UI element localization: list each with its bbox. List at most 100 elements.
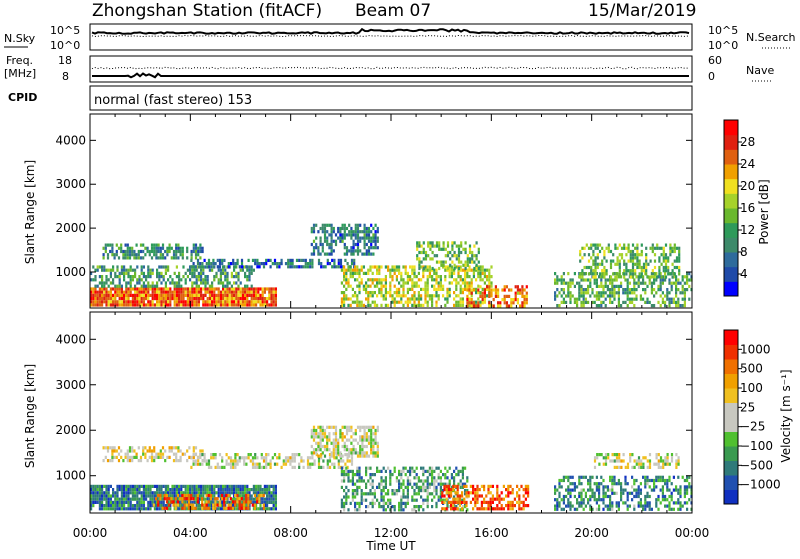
power-cell [347, 285, 349, 288]
velocity-cell [193, 446, 195, 449]
power-cell [672, 247, 674, 250]
velocity-cell [125, 453, 127, 456]
power-cell [620, 282, 622, 285]
velocity-cell [326, 435, 328, 438]
power-cell [486, 294, 488, 297]
velocity-cell [278, 456, 280, 459]
power-cell [585, 301, 587, 304]
power-cell [99, 275, 101, 278]
power-cell [220, 275, 222, 278]
power-cell [418, 267, 420, 270]
power-cell [627, 282, 629, 285]
velocity-cell [609, 459, 611, 462]
power-cell [423, 267, 425, 270]
velocity-cell [328, 439, 330, 442]
power-cell [432, 251, 434, 254]
power-cell [185, 287, 187, 290]
power-cell [665, 269, 667, 272]
power-cell [456, 254, 458, 257]
velocity-cell [247, 507, 249, 510]
power-cell [610, 276, 612, 279]
power-cell [409, 301, 411, 304]
power-cell [592, 250, 594, 253]
power-cell [103, 285, 105, 288]
velocity-cell [483, 498, 485, 501]
velocity-cell [247, 494, 249, 497]
power-cell [664, 304, 666, 307]
power-cell [578, 294, 580, 297]
power-cell [317, 249, 319, 252]
power-cell [484, 281, 486, 284]
velocity-cell [149, 449, 151, 452]
power-cell [324, 237, 326, 240]
velocity-cell [99, 501, 101, 504]
power-cell [633, 285, 635, 288]
power-cell [163, 278, 165, 281]
power-cell [605, 291, 607, 294]
power-cell [389, 291, 391, 294]
power-cell [431, 275, 433, 278]
power-cell [377, 246, 379, 249]
power-cell [490, 281, 492, 284]
power-cell [176, 297, 178, 300]
power-cell [645, 253, 647, 256]
velocity-cell [209, 488, 211, 491]
power-cell [449, 291, 451, 294]
power-y-tick-label: 2000 [55, 221, 86, 235]
power-cell [641, 266, 643, 269]
velocity-cell [356, 467, 358, 470]
power-cell [132, 300, 134, 303]
power-cell [246, 287, 248, 290]
power-cell [602, 294, 604, 297]
velocity-cell [337, 445, 339, 448]
power-cell [158, 250, 160, 253]
power-cell [240, 287, 242, 290]
power-cell [618, 275, 620, 278]
velocity-cell [591, 489, 593, 492]
power-cell [224, 278, 226, 281]
velocity-cell [107, 459, 109, 462]
velocity-cell [147, 449, 149, 452]
power-cell [210, 262, 212, 265]
power-cell [671, 288, 673, 291]
power-cell [599, 244, 601, 247]
velocity-cell [253, 498, 255, 501]
velocity-cell [195, 459, 197, 462]
velocity-cell [567, 485, 569, 488]
velocity-cell [367, 505, 369, 508]
velocity-cell [638, 495, 640, 498]
velocity-cell [647, 459, 649, 462]
power-cell [343, 304, 345, 307]
velocity-cell [241, 507, 243, 510]
power-cell [116, 250, 118, 253]
power-cell [138, 287, 140, 290]
velocity-cell [642, 463, 644, 466]
power-cell [233, 300, 235, 303]
velocity-cell [574, 489, 576, 492]
power-cell [376, 278, 378, 281]
velocity-cell [344, 453, 346, 456]
velocity-cell [110, 498, 112, 501]
velocity-cell [182, 485, 184, 488]
velocity-cell [369, 483, 371, 486]
power-cell [378, 291, 380, 294]
power-cell [630, 256, 632, 259]
power-cell [198, 285, 200, 288]
power-cell [600, 278, 602, 281]
velocity-cell [596, 453, 598, 456]
power-cell [446, 301, 448, 304]
velocity-cell [228, 463, 230, 466]
power-cell [103, 294, 105, 297]
velocity-cell [378, 502, 380, 505]
velocity-cell [206, 504, 208, 507]
power-cell [387, 291, 389, 294]
power-cell [219, 259, 221, 262]
power-cell [416, 257, 418, 260]
power-cell [465, 241, 467, 244]
power-cell [112, 287, 114, 290]
power-cell [197, 262, 199, 265]
velocity-cell [110, 494, 112, 497]
power-cell [343, 291, 345, 294]
power-cell [657, 301, 659, 304]
power-cell [609, 301, 611, 304]
